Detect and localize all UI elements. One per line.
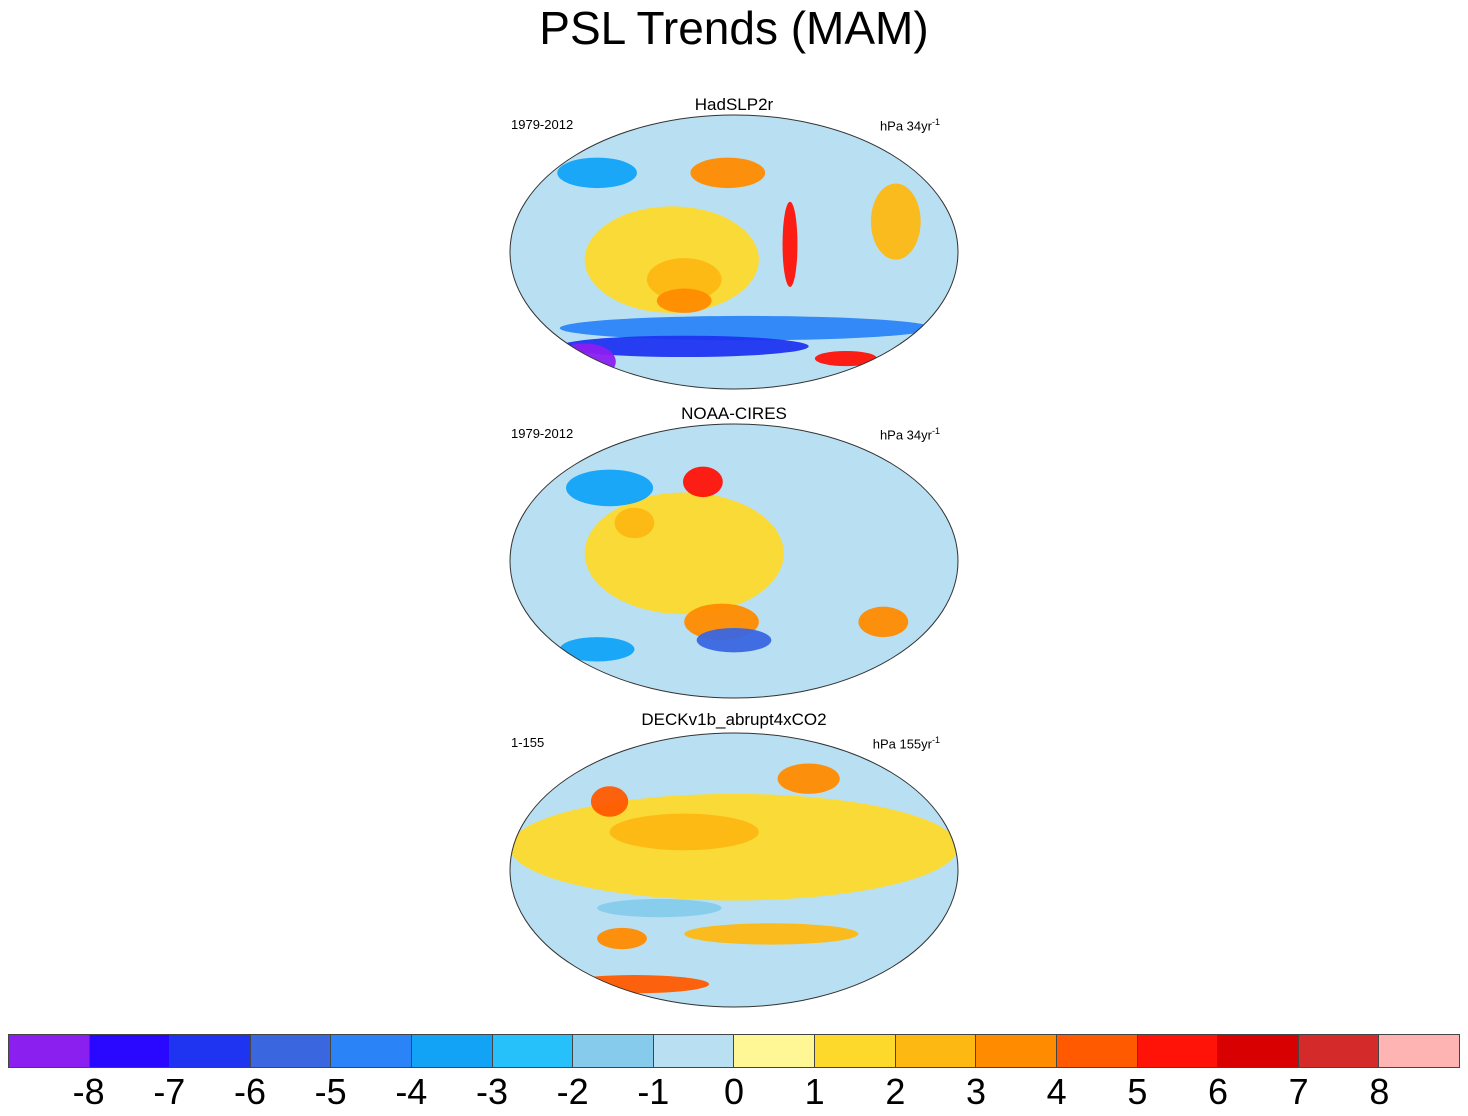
trend-anomaly-region	[566, 469, 654, 507]
colorbar-tick-label: 1	[804, 1071, 825, 1112]
panel-2-units-exponent: -1	[931, 426, 940, 436]
trend-anomaly-region	[646, 258, 722, 301]
trend-anomaly-region	[559, 315, 934, 341]
colorbar-swatch	[9, 1035, 90, 1067]
colorbar-tick-labels: -8 -7 -6 -5 -4 -3 -2 -1 0 1 2 3 4 5 6 7 8	[0, 1072, 1468, 1116]
map-outline	[509, 423, 959, 699]
trend-anomaly-region	[510, 793, 958, 901]
panel-1-units-exponent: -1	[931, 117, 940, 127]
panel-1-period: 1979-2012	[511, 117, 574, 132]
colorbar-swatch	[250, 1035, 332, 1067]
colorbar-tick-label: 2	[885, 1071, 906, 1112]
colorbar-swatch	[734, 1035, 816, 1067]
trend-anomaly-region	[597, 898, 722, 918]
trend-anomaly-region	[590, 786, 629, 817]
trend-anomaly-region	[614, 507, 655, 539]
panel-1-units-text: hPa 34yr	[879, 118, 932, 134]
panel-2-title: NOAA-CIRES	[681, 404, 787, 423]
colorbar-tick-label: 3	[965, 1071, 987, 1112]
trend-anomaly-region	[553, 343, 616, 380]
colorbar-swatch	[573, 1035, 654, 1067]
panel-3-units: hPa 155yr-1	[873, 732, 940, 752]
panel-3-units-text: hPa 155yr	[872, 736, 932, 752]
colorbar	[8, 1034, 1460, 1068]
trend-anomaly-region	[858, 606, 909, 638]
colorbar-swatch	[1379, 1035, 1459, 1067]
colorbar-swatch	[976, 1035, 1057, 1067]
panel-2-period: 1979-2012	[511, 426, 574, 441]
colorbar-swatch	[331, 1035, 413, 1067]
trend-anomaly-region	[656, 288, 712, 313]
panel-3-title: DECKv1b_abrupt4xCO2	[641, 710, 827, 729]
trend-anomaly-region	[609, 813, 759, 851]
colorbar-swatch	[1056, 1035, 1138, 1067]
panel-3-map	[509, 732, 959, 1008]
colorbar-swatch	[815, 1035, 896, 1067]
panel-3-period: 1-155	[511, 735, 545, 750]
panel-1-title: HadSLP2r	[694, 95, 774, 114]
colorbar-swatch	[1137, 1035, 1219, 1067]
colorbar-tick-label: -6	[233, 1071, 267, 1112]
colorbar-swatch	[895, 1035, 977, 1067]
colorbar-swatch	[170, 1035, 251, 1067]
trend-anomaly-region	[696, 627, 772, 653]
panel-2-units-text: hPa 34yr	[879, 427, 932, 443]
colorbar-swatch	[1218, 1035, 1299, 1067]
colorbar-tick-label: 7	[1288, 1071, 1309, 1112]
colorbar-tick-label: -7	[153, 1071, 186, 1112]
panel-3-units-exponent: -1	[931, 735, 940, 745]
colorbar-swatch	[492, 1035, 574, 1067]
colorbar-tick-label: -3	[475, 1071, 509, 1112]
trend-anomaly-region	[597, 927, 647, 950]
colorbar-tick-label: 6	[1207, 1071, 1229, 1112]
colorbar-swatch	[1298, 1035, 1380, 1067]
panel-1-map	[509, 114, 959, 390]
colorbar-tick-label: -1	[637, 1071, 670, 1112]
panel-2-units: hPa 34yr-1	[880, 423, 940, 443]
trend-anomaly-region	[870, 183, 921, 260]
colorbar-tick-label: -8	[72, 1071, 105, 1112]
trend-anomaly-region	[557, 157, 637, 189]
trend-anomaly-region	[684, 923, 859, 945]
colorbar-tick-label: -4	[395, 1071, 428, 1112]
colorbar-tick-label: -2	[556, 1071, 589, 1112]
panel-1-units: hPa 34yr-1	[880, 114, 940, 134]
trend-anomaly-region	[559, 975, 710, 994]
trend-anomaly-region	[682, 466, 723, 498]
colorbar-swatch	[412, 1035, 493, 1067]
trend-anomaly-region	[782, 201, 798, 288]
panel-2-map	[509, 423, 959, 699]
colorbar-tick-label: 0	[723, 1071, 745, 1112]
colorbar-tick-label: 4	[1046, 1071, 1067, 1112]
colorbar-swatch	[89, 1035, 171, 1067]
trend-anomaly-region	[777, 763, 840, 794]
colorbar-tick-label: 8	[1369, 1071, 1390, 1112]
trend-anomaly-region	[584, 492, 784, 615]
trend-anomaly-region	[559, 335, 809, 358]
trend-anomaly-region	[559, 637, 635, 662]
colorbar-tick-label: -5	[314, 1071, 347, 1112]
map-outline	[509, 114, 959, 390]
colorbar-swatch	[653, 1035, 735, 1067]
map-outline	[509, 732, 959, 1008]
trend-anomaly-region	[690, 157, 766, 189]
trend-anomaly-region	[814, 350, 878, 367]
colorbar-tick-label: 5	[1127, 1071, 1148, 1112]
figure-title: PSL Trends (MAM)	[539, 2, 929, 54]
